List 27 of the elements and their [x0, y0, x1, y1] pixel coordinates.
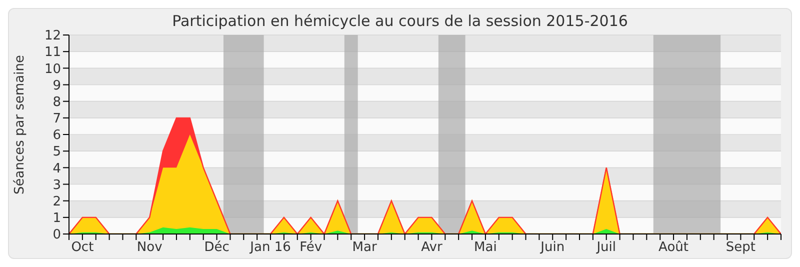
y-tick-label: 1 — [52, 211, 61, 226]
x-tick-label: Fév — [300, 240, 322, 256]
y-tick-label: 8 — [52, 94, 61, 110]
y-axis-title: Séances par semaine — [12, 55, 28, 194]
x-tick-label: Nov — [136, 240, 163, 256]
y-tick-label: 2 — [52, 194, 61, 210]
y-tick-label: 10 — [44, 62, 61, 77]
chart-title: Participation en hémicycle au cours de la session 2015-2016 — [171, 12, 629, 30]
y-tick-label: 4 — [52, 161, 61, 176]
x-tick-label: Mar — [352, 240, 378, 256]
y-tick-label: 6 — [52, 128, 61, 144]
y-tick-label: 5 — [52, 144, 61, 160]
y-tick-label: 0 — [52, 228, 61, 243]
x-tick-label: Déc — [204, 240, 230, 256]
x-tick-label: Jan 16 — [249, 240, 291, 256]
y-tick-label: 3 — [52, 178, 61, 193]
x-tick-label: Avr — [421, 240, 443, 256]
y-tick-label: 12 — [44, 28, 61, 44]
x-tick-label: Sept — [726, 240, 756, 256]
x-tick-label: Juin — [540, 240, 565, 256]
y-tick-label: 11 — [44, 45, 61, 60]
x-tick-label: Oct — [71, 240, 94, 256]
y-tick-label: 9 — [52, 78, 61, 94]
x-tick-label: Juil — [596, 240, 616, 256]
y-tick-label: 7 — [52, 112, 61, 127]
x-tick-label: Mai — [474, 240, 497, 256]
x-tick-label: Août — [658, 240, 689, 256]
